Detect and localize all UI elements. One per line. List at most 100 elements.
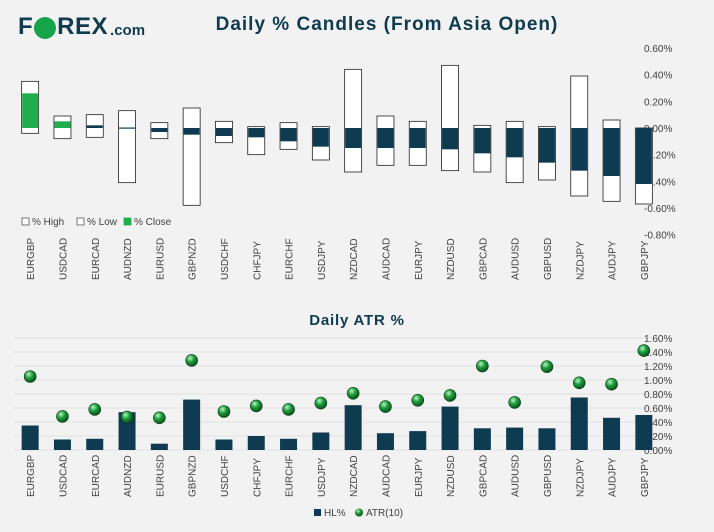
atr-hl-bar bbox=[473, 428, 491, 450]
candle-close-bar bbox=[442, 128, 459, 150]
candles-ytick-label: -0.20% bbox=[644, 151, 676, 162]
candles-category-label: NZDUSD bbox=[446, 238, 457, 280]
atr-category-label: GBPNZD bbox=[188, 455, 199, 497]
candles-category-label: GBPJPY bbox=[640, 240, 651, 280]
candle-close-bar bbox=[409, 128, 426, 148]
candle-close-bar bbox=[248, 128, 265, 138]
atr-marker bbox=[379, 400, 392, 413]
candles-legend-swatch bbox=[76, 217, 85, 226]
candles-category-label: USDCHF bbox=[220, 238, 231, 280]
candles-category-label: USDJPY bbox=[317, 240, 328, 280]
candles-ytick-label: 0.00% bbox=[644, 124, 672, 135]
candle-range-box bbox=[182, 107, 201, 206]
candles-category-label: EURGBP bbox=[26, 237, 37, 280]
atr-category-label: EURCAD bbox=[91, 455, 102, 497]
candles-legend-swatch bbox=[21, 217, 30, 226]
atr-marker bbox=[476, 359, 489, 373]
logo-o-icon bbox=[34, 17, 57, 39]
candles-legend-swatch bbox=[123, 217, 132, 226]
atr-ytick-label: 0.20% bbox=[644, 432, 672, 443]
atr-hl-bar bbox=[570, 397, 588, 450]
atr-marker bbox=[56, 410, 69, 423]
candle-close-bar bbox=[86, 125, 103, 128]
candle-range-box bbox=[441, 64, 459, 172]
atr-ytick-label: 0.40% bbox=[644, 418, 672, 429]
candles-category-label: NZDCAD bbox=[349, 238, 360, 280]
atr-hl-bar bbox=[603, 417, 621, 450]
atr-hl-bar bbox=[247, 436, 265, 450]
candles-legend-label: % High bbox=[32, 217, 64, 228]
atr-marker bbox=[508, 396, 521, 409]
candle-close-bar bbox=[538, 128, 555, 163]
atr-category-label: USDCHF bbox=[220, 455, 231, 497]
atr-marker bbox=[120, 410, 134, 424]
atr-category-label: AUDUSD bbox=[511, 455, 522, 497]
atr-marker bbox=[153, 411, 166, 425]
candles-title: Daily % Candles (From Asia Open) bbox=[216, 14, 559, 35]
candles-legend-label: % Low bbox=[87, 217, 118, 228]
candle-range-box bbox=[344, 68, 363, 173]
candles-category-label: GBPCAD bbox=[478, 238, 489, 280]
atr-hl-bar bbox=[376, 433, 394, 450]
atr-marker bbox=[443, 389, 457, 402]
atr-marker bbox=[282, 403, 295, 416]
atr-hl-bar bbox=[312, 432, 330, 450]
candle-close-bar bbox=[312, 128, 329, 147]
candles-ytick-label: 0.40% bbox=[644, 71, 672, 82]
candle-close-bar bbox=[345, 128, 362, 148]
atr-marker bbox=[411, 393, 425, 407]
atr-legend-label: HL% bbox=[324, 508, 346, 519]
candles-category-label: AUDCAD bbox=[381, 238, 392, 280]
atr-category-label: USDJPY bbox=[317, 457, 328, 497]
candles-category-label: NZDJPY bbox=[575, 241, 586, 280]
atr-ytick-label: 1.60% bbox=[644, 334, 672, 345]
candles-category-label: USDCAD bbox=[58, 238, 69, 280]
atr-hl-bar bbox=[506, 427, 524, 450]
candles-category-label: EURJPY bbox=[414, 240, 425, 280]
atr-marker bbox=[605, 377, 618, 391]
candles-category-label: GBPNZD bbox=[188, 238, 199, 280]
candles-ytick-label: 0.60% bbox=[644, 44, 672, 55]
atr-category-label: AUDCAD bbox=[381, 455, 392, 497]
candles-category-label: EURCHF bbox=[285, 238, 296, 280]
candle-close-bar bbox=[119, 127, 136, 129]
candle-close-bar bbox=[506, 128, 523, 158]
candles-ytick-label: 0.20% bbox=[644, 97, 672, 108]
atr-hl-bar bbox=[215, 439, 233, 450]
atr-hl-bar bbox=[409, 431, 427, 450]
candle-close-bar bbox=[54, 121, 71, 128]
atr-category-label: AUDNZD bbox=[123, 455, 134, 497]
logo-prefix: F bbox=[18, 13, 34, 40]
candles-category-label: AUDJPY bbox=[608, 240, 619, 280]
candle-close-bar bbox=[474, 128, 491, 154]
candle-close-bar bbox=[183, 128, 200, 135]
atr-marker bbox=[540, 360, 554, 374]
candles-ytick-label: -0.40% bbox=[644, 177, 676, 188]
atr-marker bbox=[572, 376, 586, 390]
atr-ytick-label: 0.00% bbox=[644, 446, 672, 457]
atr-hl-bar bbox=[441, 406, 459, 450]
atr-hl-bar bbox=[538, 428, 556, 450]
atr-hl-bar bbox=[150, 443, 168, 450]
atr-marker bbox=[185, 354, 198, 367]
atr-category-label: NZDJPY bbox=[575, 458, 586, 497]
atr-ytick-label: 0.60% bbox=[644, 404, 672, 415]
atr-hl-bar bbox=[53, 439, 71, 450]
candle-close-bar bbox=[571, 128, 588, 171]
candle-range-box bbox=[118, 110, 136, 184]
candle-close-bar bbox=[635, 128, 652, 184]
atr-marker bbox=[637, 344, 651, 357]
atr-hl-bar bbox=[86, 438, 104, 450]
atr-marker bbox=[88, 403, 102, 416]
logo-suffix: .com bbox=[110, 21, 146, 39]
candle-close-bar bbox=[280, 128, 297, 142]
atr-category-label: NZDCAD bbox=[349, 455, 360, 497]
atr-marker bbox=[249, 399, 263, 413]
atr-ytick-label: 0.80% bbox=[644, 390, 672, 401]
atr-category-label: GBPUSD bbox=[543, 455, 554, 497]
atr-title: Daily ATR % bbox=[309, 312, 404, 329]
candles-category-label: EURUSD bbox=[155, 238, 166, 280]
logo-word: REX bbox=[57, 13, 109, 40]
